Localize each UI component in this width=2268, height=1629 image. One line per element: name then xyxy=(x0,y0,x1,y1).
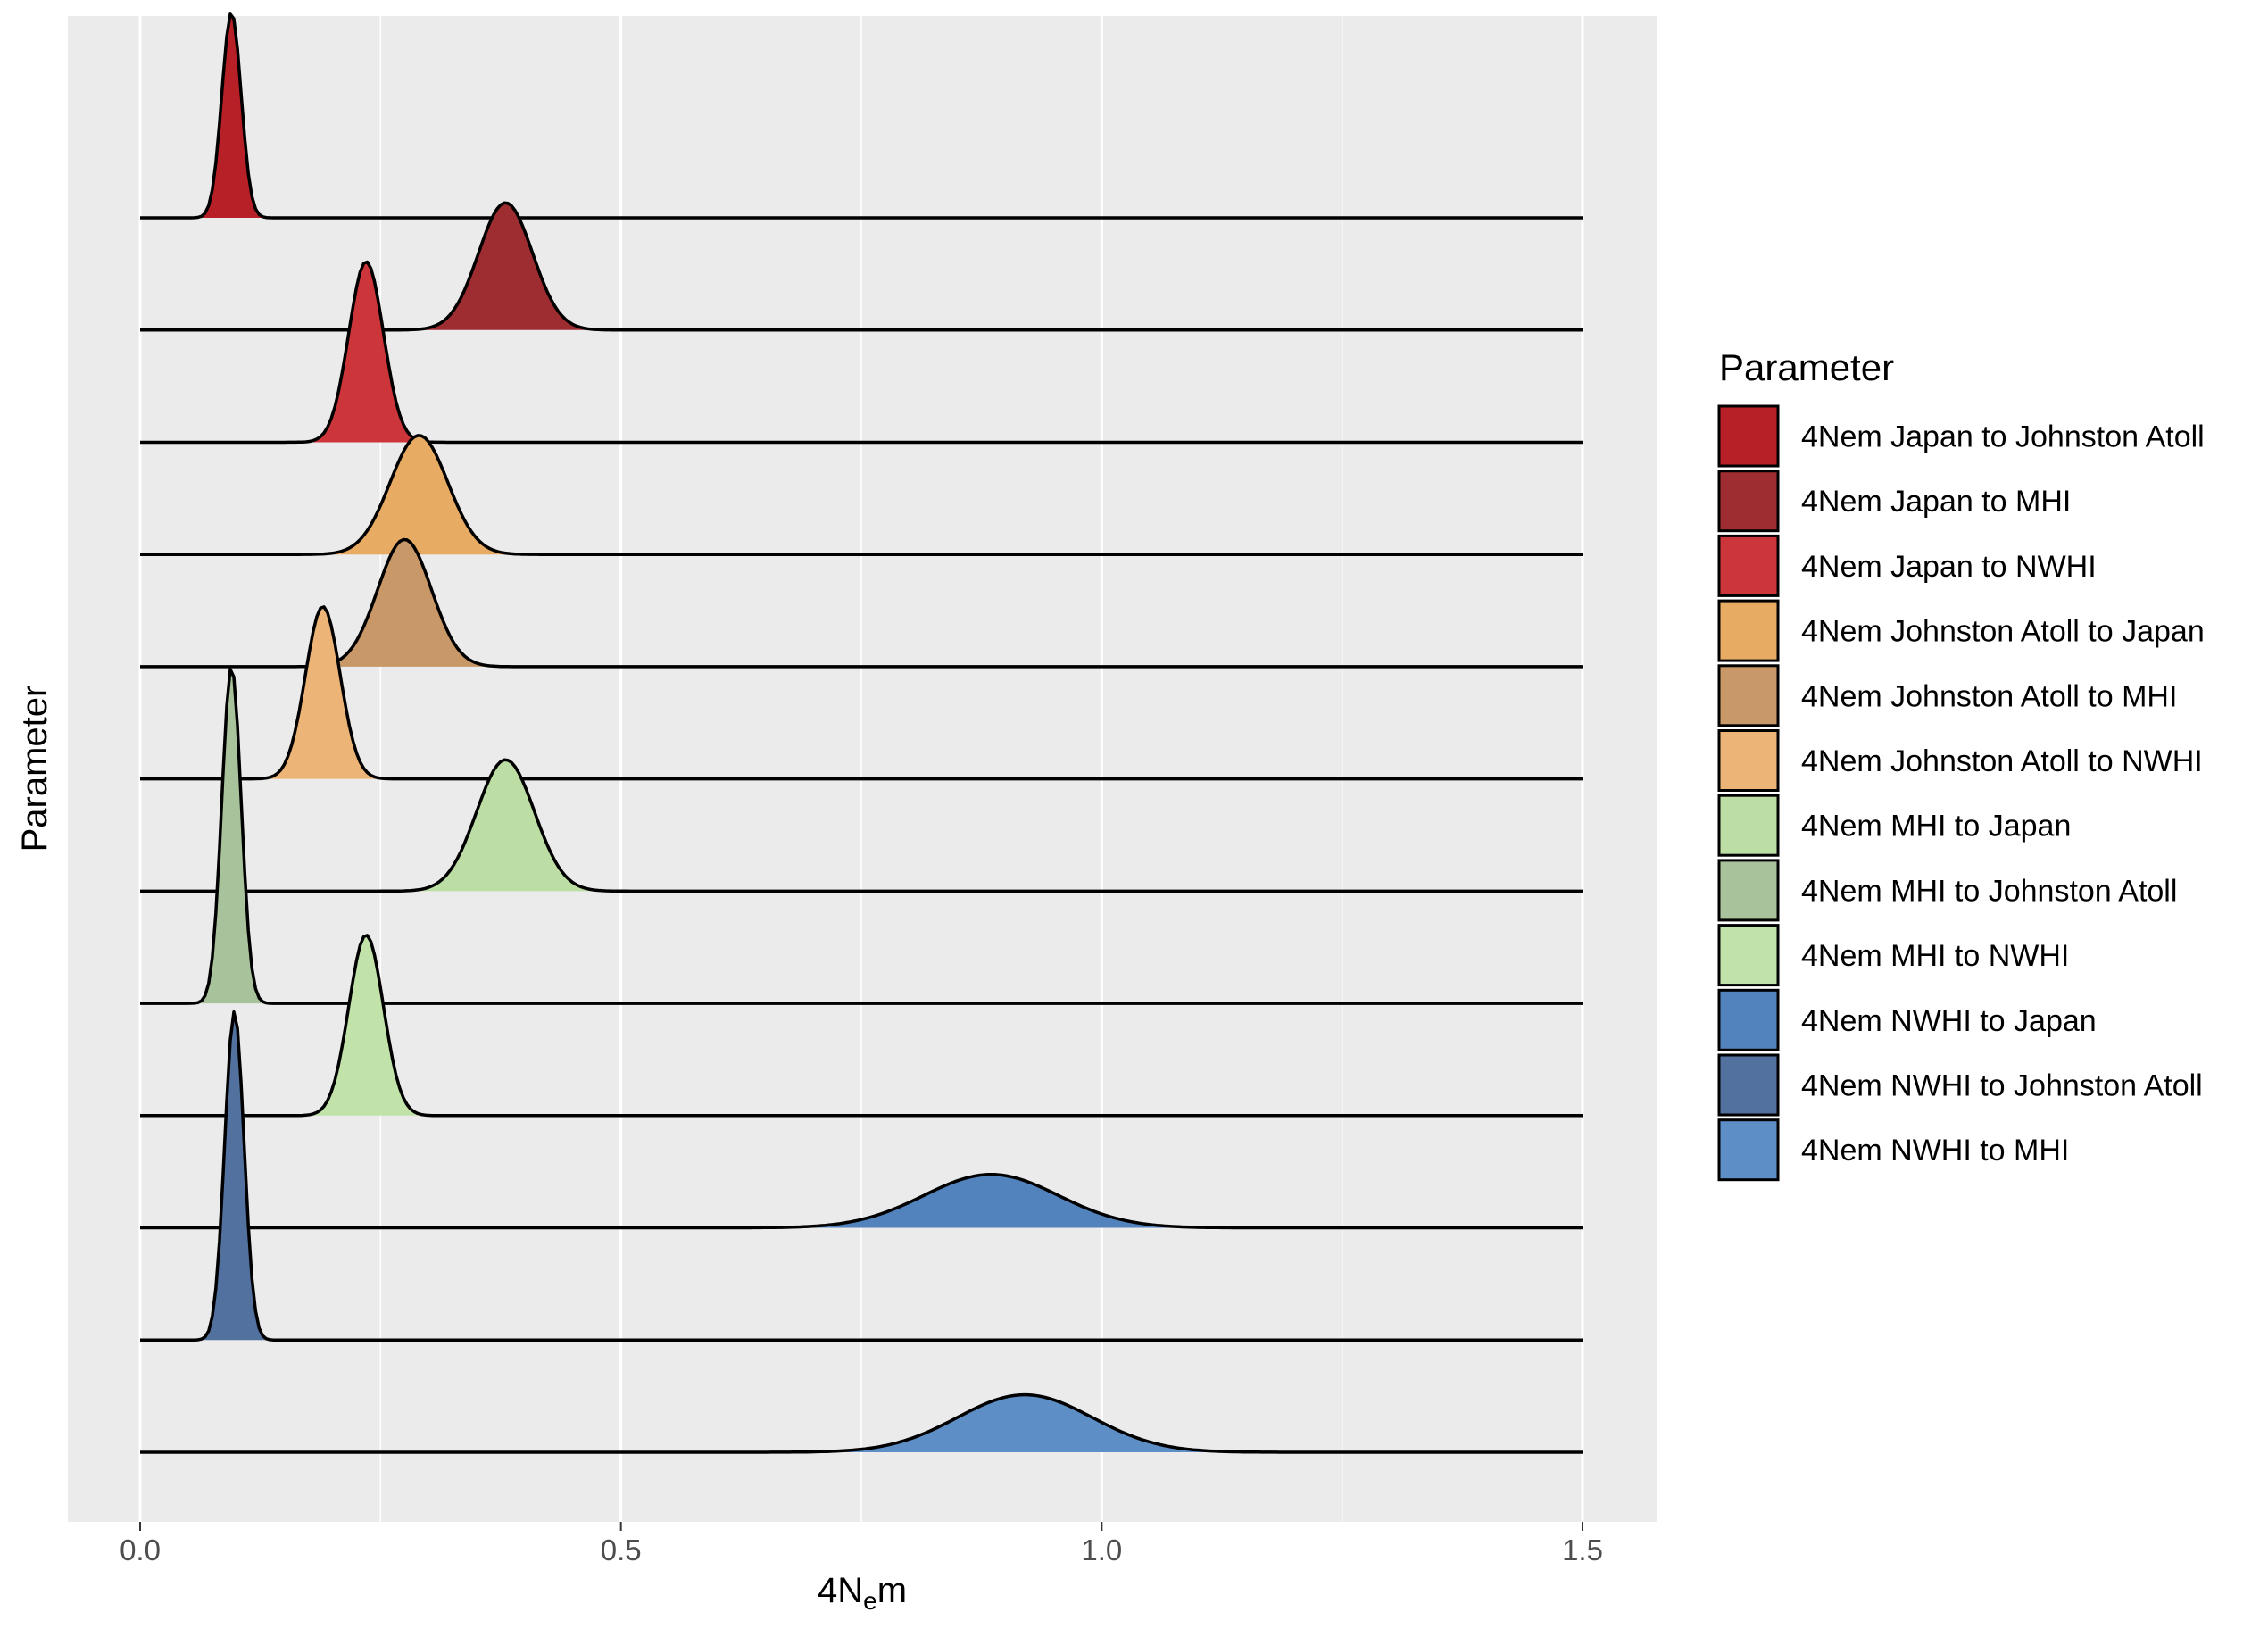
legend-label: 4Nem Johnston Atoll to Japan xyxy=(1801,615,2205,649)
legend-key xyxy=(1717,859,1780,922)
ridge-outline xyxy=(140,12,1583,220)
legend-key xyxy=(1717,599,1780,662)
ridge-outline xyxy=(140,1010,1583,1342)
legend-key xyxy=(1717,794,1780,857)
legend-label: 4Nem Johnston Atoll to MHI xyxy=(1801,679,2177,713)
ridge-7 xyxy=(140,758,1583,893)
legend-label: 4Nem MHI to Japan xyxy=(1801,810,2071,844)
ridge-outline xyxy=(140,1172,1583,1230)
ridge-fill xyxy=(140,539,1583,667)
legend-label: 4Nem Japan to Johnston Atoll xyxy=(1801,420,2205,454)
legend-item: 4Nem Japan to NWHI xyxy=(1717,534,2097,597)
legend-key xyxy=(1717,1118,1780,1182)
ridge-fill xyxy=(140,435,1583,555)
ridge-10 xyxy=(140,1172,1583,1230)
ridge-outline xyxy=(140,434,1583,556)
x-axis-title-main: 4N xyxy=(818,1571,863,1610)
legend-label: 4Nem NWHI to MHI xyxy=(1801,1134,2069,1168)
ridge-6 xyxy=(140,605,1583,781)
legend-key xyxy=(1717,664,1780,727)
legend-item: 4Nem MHI to Japan xyxy=(1717,794,2071,857)
x-tick-label: 1.5 xyxy=(1562,1533,1603,1567)
ridge-outline xyxy=(140,260,1583,445)
ridge-outline xyxy=(140,605,1583,781)
legend-key xyxy=(1717,470,1780,533)
legend-label: 4Nem MHI to Johnston Atoll xyxy=(1801,874,2177,908)
y-axis-title: Parameter xyxy=(15,686,54,852)
ridge-fill xyxy=(140,760,1583,892)
x-axis-title: 4Nem xyxy=(818,1571,907,1615)
ridge-outline xyxy=(140,758,1583,893)
legend-item: 4Nem NWHI to Johnston Atoll xyxy=(1717,1053,2203,1117)
ridge-outline xyxy=(140,1392,1583,1454)
density-ridges xyxy=(140,12,1583,1454)
legend-item: 4Nem Japan to MHI xyxy=(1717,470,2071,533)
x-axis-ticks: 0.0 0.5 1.0 1.5 xyxy=(120,1522,1603,1567)
legend-item: 4Nem NWHI to MHI xyxy=(1717,1118,2069,1182)
ridge-fill xyxy=(140,203,1583,330)
legend-items: 4Nem Japan to Johnston Atoll 4Nem Japan t… xyxy=(1717,404,2205,1182)
ridge-outline xyxy=(140,537,1583,669)
legend-item: 4Nem Johnston Atoll to MHI xyxy=(1717,664,2177,727)
legend-item: 4Nem MHI to Johnston Atoll xyxy=(1717,859,2177,922)
ridge-3 xyxy=(140,260,1583,445)
ridge-5 xyxy=(140,537,1583,669)
legend-item: 4Nem NWHI to Japan xyxy=(1717,988,2097,1051)
legend-item: 4Nem Johnston Atoll to Japan xyxy=(1717,599,2205,662)
legend-key xyxy=(1717,924,1780,987)
x-axis-title-subscript: e xyxy=(863,1587,877,1615)
legend-label: 4Nem Japan to NWHI xyxy=(1801,550,2097,584)
legend-label: 4Nem Japan to MHI xyxy=(1801,485,2071,519)
legend-label: 4Nem MHI to NWHI xyxy=(1801,939,2069,973)
ridge-outline xyxy=(140,934,1583,1118)
ridge-12 xyxy=(140,1392,1583,1454)
minor-gridlines xyxy=(379,16,1343,1522)
legend-item: 4Nem Japan to Johnston Atoll xyxy=(1717,404,2205,468)
legend-item: 4Nem MHI to NWHI xyxy=(1717,924,2069,987)
x-tick-label: 0.5 xyxy=(601,1533,642,1567)
ridge-9 xyxy=(140,934,1583,1118)
legend: Parameter 4Nem Japan to Johnston Atoll4N… xyxy=(1717,346,2205,1182)
legend-key xyxy=(1717,729,1780,792)
legend-label: 4Nem NWHI to Japan xyxy=(1801,1004,2097,1038)
legend-item: 4Nem Johnston Atoll to NWHI xyxy=(1717,729,2203,792)
ridge-11 xyxy=(140,1010,1583,1342)
legend-key xyxy=(1717,1053,1780,1117)
major-gridlines xyxy=(138,16,1584,1522)
legend-key xyxy=(1717,404,1780,468)
legend-title: Parameter xyxy=(1719,346,1894,388)
x-tick-label: 1.0 xyxy=(1081,1533,1122,1567)
ridge-4 xyxy=(140,434,1583,556)
legend-key xyxy=(1717,988,1780,1051)
legend-label: 4Nem Johnston Atoll to NWHI xyxy=(1801,744,2203,778)
x-axis-title-tail: m xyxy=(877,1571,907,1610)
x-tick-label: 0.0 xyxy=(120,1533,161,1567)
legend-key xyxy=(1717,534,1780,597)
legend-label: 4Nem NWHI to Johnston Atoll xyxy=(1801,1069,2203,1103)
ridge-1 xyxy=(140,12,1583,220)
